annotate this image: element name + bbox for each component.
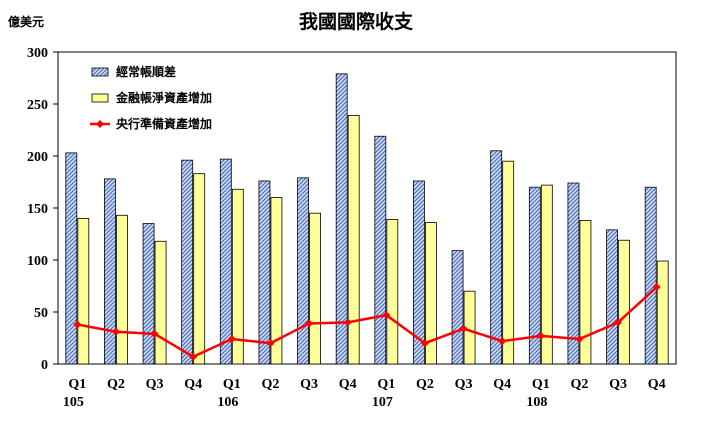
bar-current-account: [644, 186, 657, 365]
bar-current-account: [335, 73, 348, 365]
y-tick-label: 200: [27, 150, 48, 165]
bar-financial-account: [656, 260, 669, 365]
bar-current-account: [142, 223, 155, 365]
x-tick-label: Q3: [609, 377, 627, 392]
line-point-reserve-assets: [652, 283, 661, 292]
legend-label-reserve-assets: 央行準備資產增加: [116, 116, 212, 131]
bar-financial-account: [540, 184, 553, 365]
bar-financial-account: [270, 197, 283, 365]
line-series: [73, 283, 661, 361]
bar-current-account: [490, 150, 503, 365]
x-tick-label: Q2: [107, 377, 125, 392]
line-point-reserve-assets: [73, 320, 82, 329]
bar-current-account: [104, 178, 116, 365]
x-tick-label: Q3: [455, 377, 473, 392]
bar-financial-account: [231, 188, 244, 365]
x-tick-label: Q1: [532, 377, 550, 392]
bar-financial-account: [116, 214, 128, 365]
legend-swatch-current-account: [91, 67, 109, 77]
x-tick-label: Q4: [339, 377, 357, 392]
bar-current-account: [374, 135, 387, 365]
y-axis-unit-label: 億美元: [8, 14, 44, 29]
bar-current-account: [65, 152, 78, 365]
x-tick-label: Q3: [300, 377, 318, 392]
x-year-label: 108: [526, 395, 547, 410]
line-reserve-assets: [77, 286, 658, 359]
legend-label-current-account: 經常帳順差: [116, 64, 176, 79]
line-point-reserve-assets: [343, 318, 352, 327]
x-tick-label: Q2: [416, 377, 434, 392]
bar-financial-account: [347, 115, 360, 365]
x-axis: Q1 Q2 Q3 Q4 Q1 Q2 Q3 Q4 Q1 Q2 Q3 Q4 Q1 Q2 Q3 Q4 105 106 10…: [63, 377, 666, 410]
bar-current-account: [297, 177, 309, 365]
line-point-reserve-assets: [575, 335, 584, 344]
y-tick-label: 150: [27, 202, 48, 217]
bar-financial-account: [425, 222, 437, 365]
bar-financial-account: [154, 240, 167, 365]
bar-financial-account: [502, 160, 515, 365]
line-point-reserve-assets: [189, 352, 198, 361]
x-tick-label: Q2: [570, 377, 588, 392]
bar-financial-account: [579, 220, 592, 365]
bar-financial-account: [193, 173, 206, 365]
x-tick-label: Q2: [261, 377, 279, 392]
line-point-reserve-assets: [614, 318, 623, 327]
x-year-label: 105: [63, 395, 84, 410]
legend-swatch-financial-account: [91, 93, 109, 103]
x-tick-label: Q4: [184, 377, 202, 392]
line-point-reserve-assets: [305, 319, 314, 328]
bar-current-account: [528, 186, 541, 365]
legend-marker-reserve-assets: [96, 120, 104, 128]
line-point-reserve-assets: [382, 311, 391, 320]
bar-current-account: [413, 180, 425, 365]
line-point-reserve-assets: [266, 339, 275, 348]
y-axis: 0 50 100 150 200 250 300: [27, 46, 58, 373]
chart-title: 我國國際收支: [299, 10, 414, 33]
line-point-reserve-assets: [150, 329, 159, 338]
line-point-reserve-assets: [536, 331, 545, 340]
line-point-reserve-assets: [420, 339, 429, 348]
bar-financial-account: [386, 219, 399, 365]
x-tick-label: Q1: [377, 377, 395, 392]
bar-financial-account: [77, 217, 90, 365]
legend-label-financial-account: 金融帳淨資產增加: [115, 90, 212, 105]
bar-group: [65, 73, 669, 365]
line-point-reserve-assets: [111, 327, 120, 336]
y-tick-label: 300: [27, 46, 48, 61]
x-tick-label: Q4: [648, 377, 666, 392]
bar-financial-account: [309, 212, 321, 365]
bar-current-account: [181, 159, 194, 365]
bar-current-account: [451, 250, 464, 365]
bar-current-account: [567, 182, 580, 365]
x-year-label: 107: [372, 395, 393, 410]
bar-current-account: [219, 158, 232, 365]
x-tick-label: Q3: [146, 377, 164, 392]
line-point-reserve-assets: [498, 337, 507, 346]
line-point-reserve-assets: [227, 335, 236, 344]
y-tick-label: 50: [34, 306, 48, 321]
y-tick-label: 0: [41, 358, 48, 373]
x-year-label: 106: [217, 395, 238, 410]
x-tick-label: Q1: [68, 377, 86, 392]
line-point-reserve-assets: [459, 324, 468, 333]
x-tick-label: Q4: [493, 377, 511, 392]
x-tick-label: Q1: [223, 377, 241, 392]
bar-current-account: [258, 180, 271, 365]
y-tick-label: 250: [27, 98, 48, 113]
bar-current-account: [606, 229, 618, 365]
y-tick-label: 100: [27, 254, 48, 269]
bar-financial-account: [618, 239, 630, 365]
